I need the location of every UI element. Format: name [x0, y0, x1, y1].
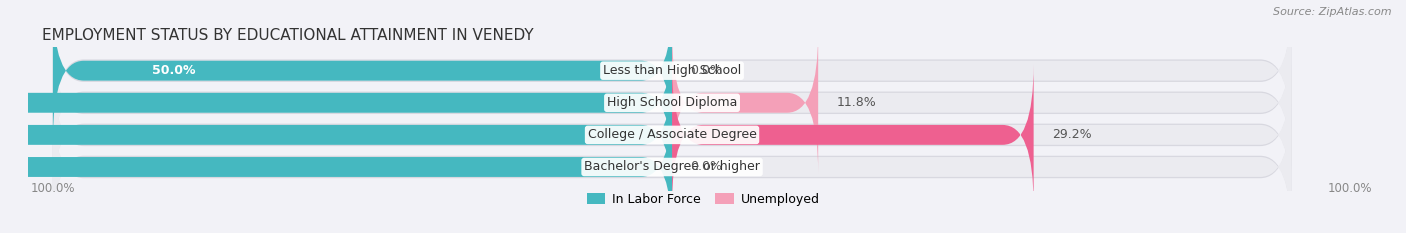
FancyBboxPatch shape [53, 34, 1291, 172]
Text: 0.0%: 0.0% [690, 64, 723, 77]
FancyBboxPatch shape [0, 97, 672, 233]
FancyBboxPatch shape [0, 65, 672, 205]
Text: College / Associate Degree: College / Associate Degree [588, 128, 756, 141]
FancyBboxPatch shape [53, 2, 1291, 140]
Text: Source: ZipAtlas.com: Source: ZipAtlas.com [1274, 7, 1392, 17]
Text: Less than High School: Less than High School [603, 64, 741, 77]
FancyBboxPatch shape [53, 0, 1291, 141]
FancyBboxPatch shape [53, 32, 1291, 173]
FancyBboxPatch shape [53, 97, 1291, 233]
Text: 100.0%: 100.0% [1327, 182, 1372, 195]
FancyBboxPatch shape [53, 98, 1291, 233]
FancyBboxPatch shape [672, 65, 1033, 205]
FancyBboxPatch shape [53, 66, 1291, 204]
Text: EMPLOYMENT STATUS BY EDUCATIONAL ATTAINMENT IN VENEDY: EMPLOYMENT STATUS BY EDUCATIONAL ATTAINM… [42, 28, 533, 43]
Text: 11.8%: 11.8% [837, 96, 876, 109]
FancyBboxPatch shape [0, 32, 672, 173]
Text: Bachelor's Degree or higher: Bachelor's Degree or higher [583, 161, 761, 174]
FancyBboxPatch shape [53, 65, 1291, 205]
Text: 100.0%: 100.0% [31, 182, 75, 195]
Text: 0.0%: 0.0% [690, 161, 723, 174]
Text: 50.0%: 50.0% [152, 64, 195, 77]
Text: 29.2%: 29.2% [1052, 128, 1092, 141]
Text: High School Diploma: High School Diploma [607, 96, 737, 109]
FancyBboxPatch shape [53, 0, 672, 141]
FancyBboxPatch shape [672, 32, 818, 173]
Legend: In Labor Force, Unemployed: In Labor Force, Unemployed [582, 188, 824, 211]
